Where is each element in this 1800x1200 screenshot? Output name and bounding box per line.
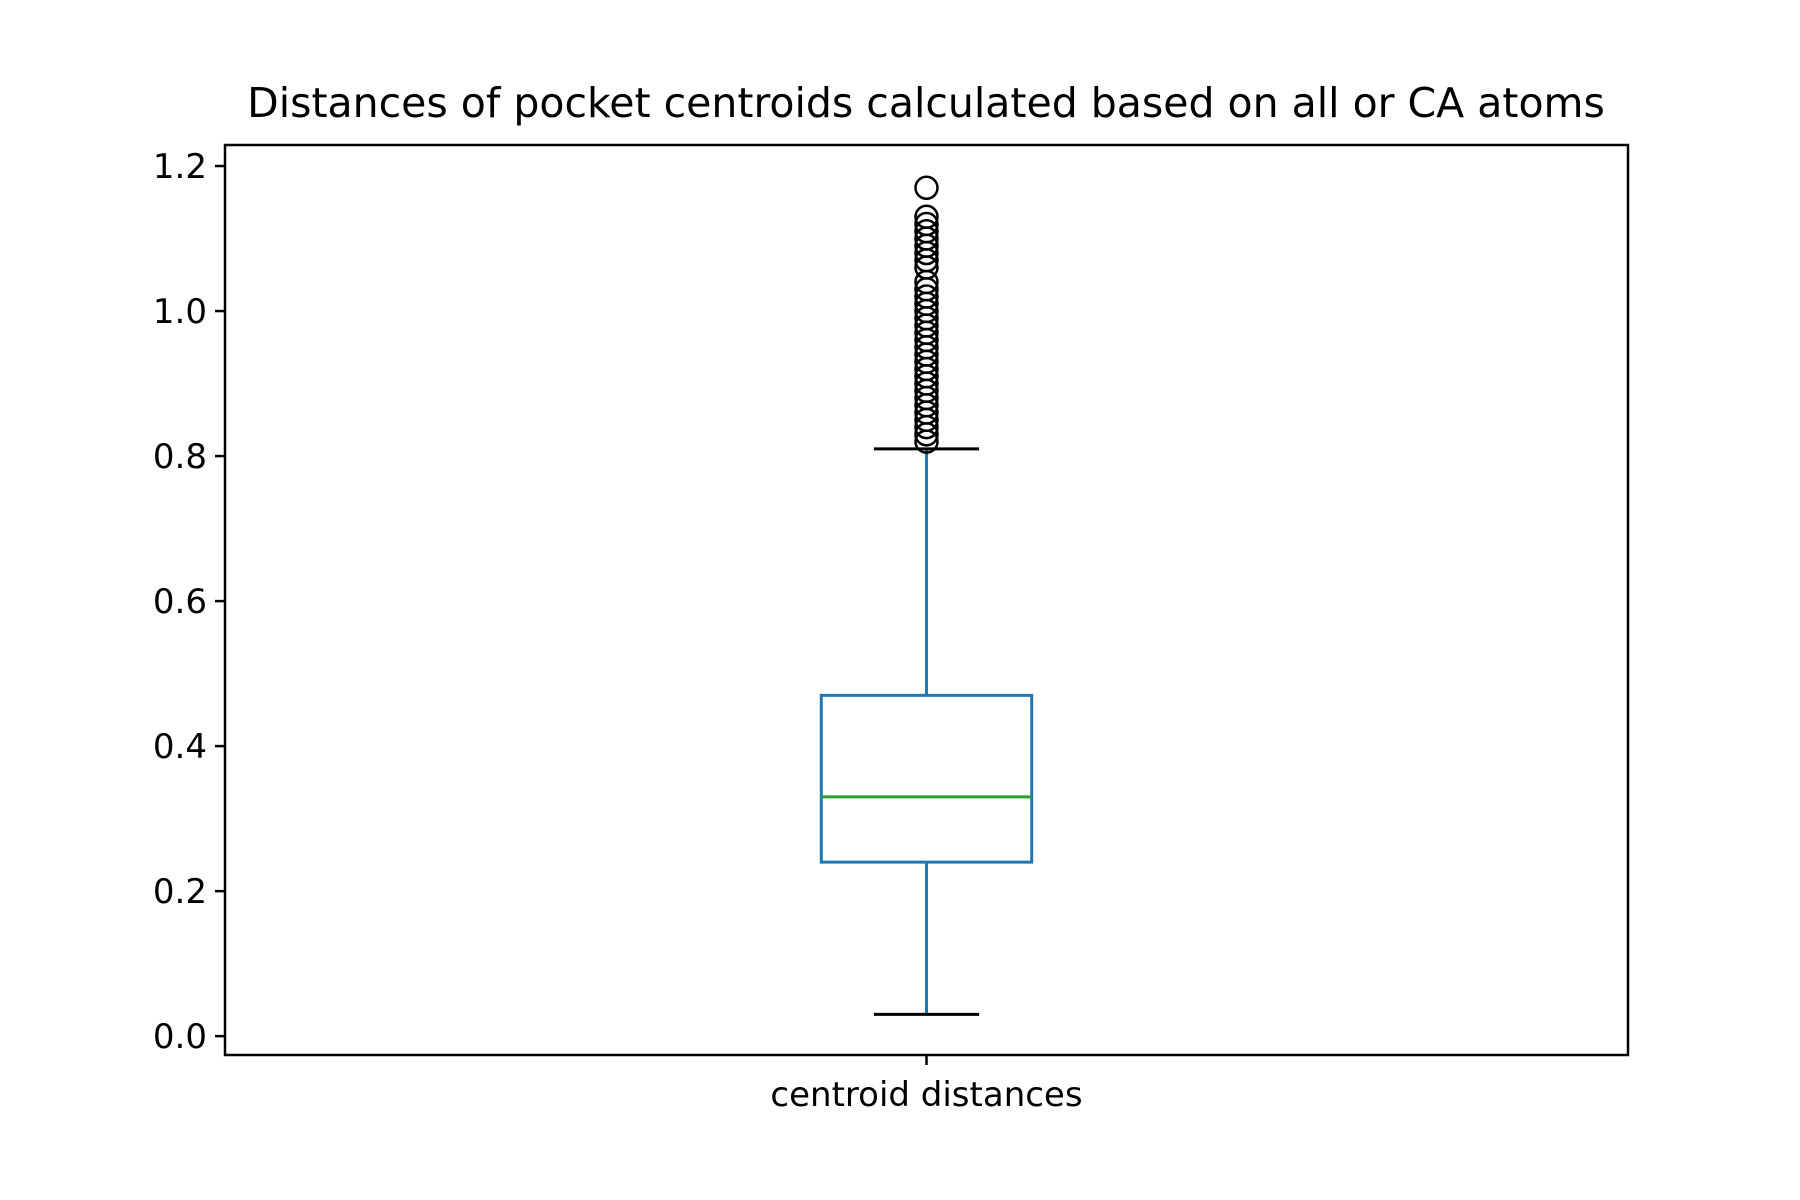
- outlier-point: [914, 175, 939, 201]
- chart-title: Distances of pocket centroids calculated…: [247, 79, 1605, 127]
- y-tick-label: 0.0: [153, 1017, 207, 1057]
- y-axis: 0.0 0.2 0.4 0.6 0.8 1.0 1.2: [153, 147, 225, 1057]
- y-tick-label: 0.8: [153, 437, 207, 477]
- outlier-point: [914, 219, 939, 244]
- outlier-point: [914, 284, 939, 309]
- y-tick-label: 0.2: [153, 872, 207, 912]
- x-axis: centroid distances: [770, 1055, 1083, 1115]
- iqr-box: [819, 693, 1034, 864]
- y-tick-label: 0.4: [153, 727, 207, 767]
- y-tick-label: 1.0: [153, 292, 207, 332]
- box-plot-series: [819, 175, 1034, 1016]
- y-tick-label: 0.6: [153, 582, 207, 622]
- y-tick-label: 1.2: [153, 147, 207, 187]
- outlier-point: [914, 211, 939, 237]
- outlier-point: [914, 204, 939, 230]
- x-tick-label: centroid distances: [770, 1075, 1082, 1115]
